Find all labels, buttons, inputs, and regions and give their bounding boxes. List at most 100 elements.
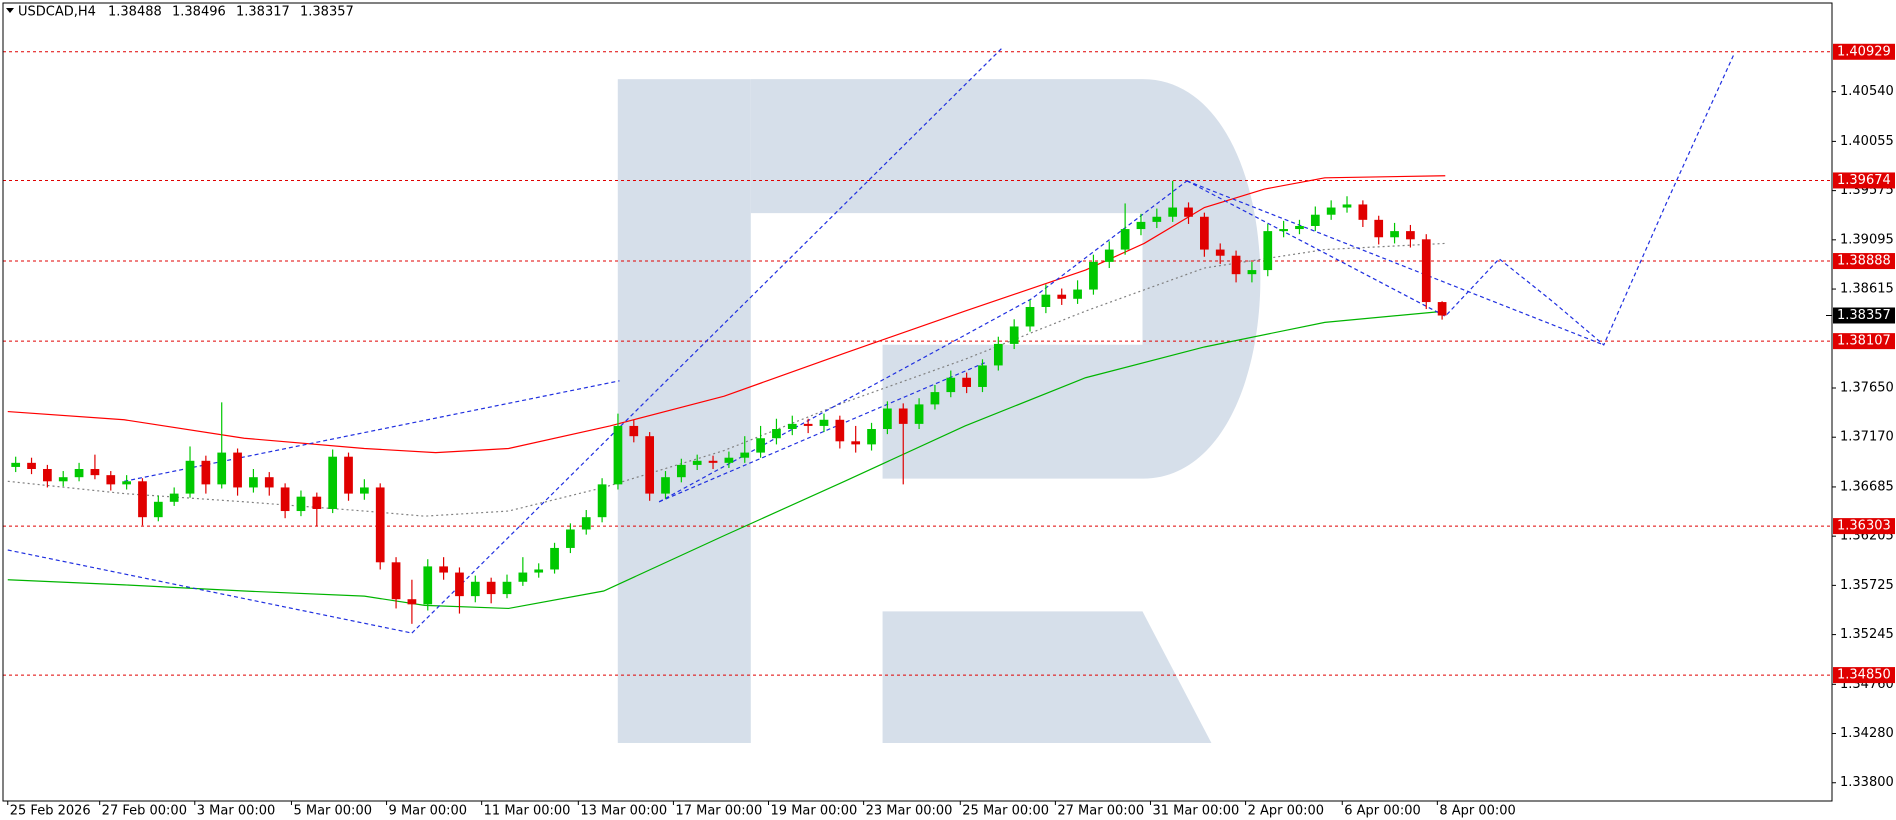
candle-body — [676, 464, 686, 478]
candle-body — [1358, 204, 1368, 220]
candle-body — [1089, 261, 1098, 290]
overlay-line — [7, 175, 1446, 454]
candle-body — [138, 481, 147, 518]
series-layer — [3, 48, 1832, 676]
candle-body — [1247, 270, 1257, 275]
candle-body — [851, 441, 861, 445]
overlay-line — [658, 361, 986, 503]
y-tick-label: 1.35725 — [1840, 578, 1894, 593]
candle-body — [645, 436, 655, 494]
candle-body — [566, 529, 575, 548]
candle-body — [518, 572, 528, 582]
candle-body — [1295, 225, 1304, 230]
level-label-box — [1833, 43, 1895, 60]
overlay-line — [7, 310, 1446, 610]
candle-body — [803, 423, 813, 426]
overlay-line — [658, 180, 1188, 503]
candle-body — [217, 452, 227, 485]
candle-body — [1326, 207, 1336, 215]
candle-body — [11, 462, 21, 467]
y-tick-label: 1.39095 — [1840, 232, 1894, 247]
candle-body — [1152, 216, 1162, 222]
x-tick-label: 11 Mar 00:00 — [484, 804, 571, 819]
candle-body — [43, 468, 52, 482]
candle-body — [756, 438, 765, 453]
candle-body — [90, 468, 100, 476]
candle-body — [597, 484, 607, 518]
candle-body — [122, 481, 131, 485]
candle-body — [169, 493, 179, 502]
level-label: 1.39674 — [1837, 173, 1891, 188]
symbol-label: USDCAD,H4 — [18, 5, 96, 20]
candle-body — [201, 460, 211, 485]
current-price-label: 1.38357 — [1837, 308, 1891, 323]
candle-body — [470, 581, 480, 597]
level-label-box — [1833, 667, 1895, 684]
candle-body — [328, 456, 338, 509]
candle-body — [1231, 255, 1241, 275]
candle-body — [296, 496, 306, 512]
candle-body — [1184, 207, 1193, 217]
candle-body — [360, 487, 369, 494]
overlay-line — [7, 549, 413, 634]
y-tick-label: 1.35245 — [1840, 627, 1894, 642]
candle-body — [264, 477, 274, 488]
candle-body — [883, 408, 892, 430]
menu-triangle — [6, 8, 14, 13]
x-tick-label: 27 Mar 00:00 — [1057, 804, 1144, 819]
candle-body — [534, 569, 544, 573]
candle-body — [1279, 229, 1288, 232]
candle-body — [1041, 294, 1051, 307]
watermark-logo — [617, 79, 1261, 743]
x-tick-label: 25 Feb 2026 — [10, 804, 91, 819]
y-tick-label: 1.40055 — [1840, 134, 1894, 149]
candle-body — [1136, 221, 1146, 230]
candle-body — [455, 572, 464, 597]
level-label-box — [1833, 253, 1895, 270]
candle-body — [344, 456, 353, 494]
candle-body — [1104, 249, 1114, 262]
candle-body — [1009, 326, 1019, 344]
x-tick-label: 27 Feb 00:00 — [102, 804, 187, 819]
candle-body — [280, 487, 290, 512]
level-label-box — [1833, 333, 1895, 350]
candle-body — [185, 460, 195, 494]
x-tick-label: 3 Mar 00:00 — [197, 804, 276, 819]
y-tick-label: 1.38615 — [1840, 282, 1894, 297]
overlay-line — [411, 48, 1002, 634]
candle-body — [692, 460, 702, 465]
overlay-line — [1186, 180, 1604, 346]
candle-body — [1310, 214, 1320, 226]
candle-body — [1374, 219, 1384, 238]
logo-stem — [617, 79, 751, 743]
candle-body — [930, 392, 940, 405]
candle-body — [502, 581, 512, 595]
x-tick-label: 5 Mar 00:00 — [293, 804, 372, 819]
candle-body — [772, 429, 781, 439]
level-label: 1.38888 — [1837, 254, 1891, 269]
level-label-box — [1833, 172, 1895, 189]
candle-body — [249, 477, 258, 488]
level-label: 1.40929 — [1837, 44, 1891, 59]
candle-body — [153, 501, 163, 518]
candle-body — [946, 377, 956, 393]
current-price-box — [1833, 307, 1895, 324]
x-tick-label: 9 Mar 00:00 — [389, 804, 468, 819]
candle-body — [724, 457, 734, 463]
candle-body — [581, 517, 591, 530]
candle-body — [423, 566, 433, 605]
level-label: 1.38107 — [1837, 334, 1891, 349]
y-tick-label: 1.40540 — [1840, 84, 1894, 99]
x-tick-label: 8 Apr 00:00 — [1439, 804, 1516, 819]
x-tick-label: 13 Mar 00:00 — [580, 804, 667, 819]
candle-body — [1437, 302, 1447, 316]
candle-body — [867, 429, 876, 445]
candle-body — [962, 377, 971, 387]
candle-body — [27, 462, 36, 469]
y-tick-label: 1.34280 — [1840, 726, 1894, 741]
candle-body — [819, 419, 829, 426]
candle-body — [391, 562, 401, 600]
candle-body — [661, 477, 670, 494]
